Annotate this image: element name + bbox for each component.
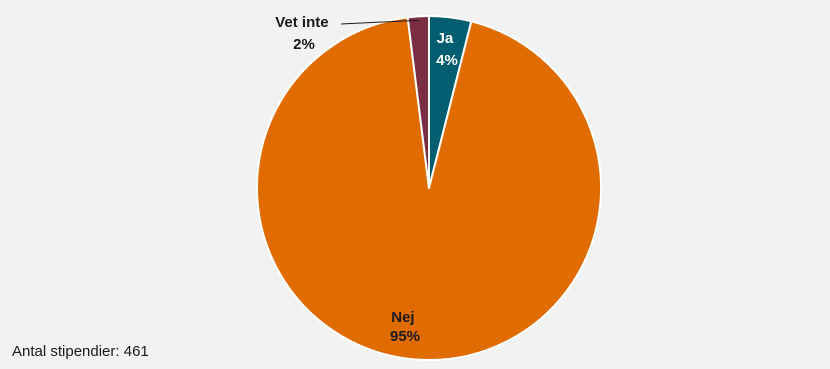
slice-label-ja: Ja 4% xyxy=(436,30,458,69)
slice-label-vet-inte: Vet inte 2% xyxy=(275,14,333,53)
leader-line-vet-inte xyxy=(340,19,419,25)
slice-labels: Ja 4% Nej 95% Vet inte 2% xyxy=(275,14,458,345)
pie-slice-vet-inte xyxy=(406,15,430,189)
leader-lines xyxy=(340,19,419,25)
slice-label-nej: Nej 95% xyxy=(390,309,420,345)
pie-slices xyxy=(256,15,602,361)
footnote: Antal stipendier: 461 xyxy=(12,343,149,360)
